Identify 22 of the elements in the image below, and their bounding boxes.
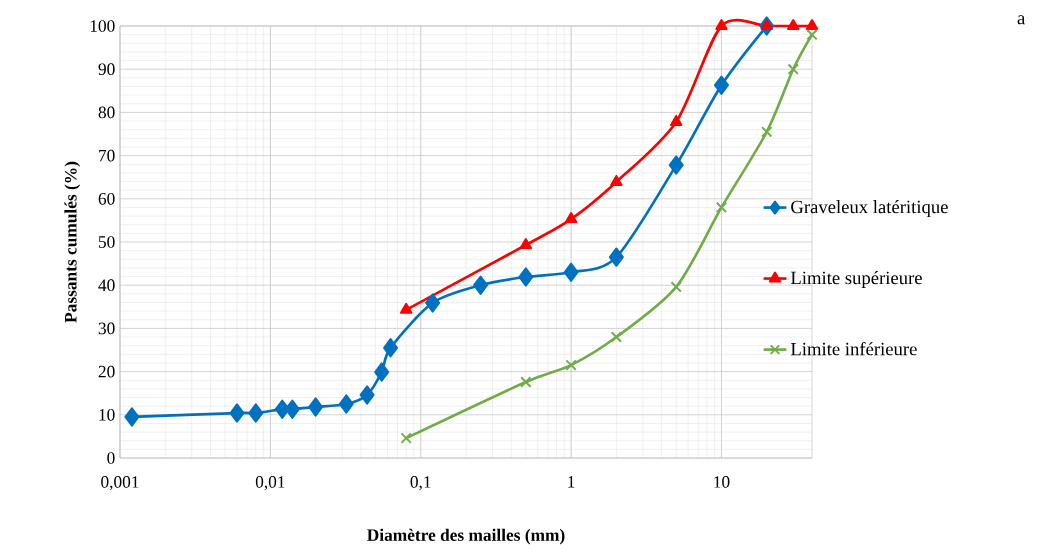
x-tick-label: 0,01 <box>255 476 285 491</box>
y-axis-title: Passants cumulés (%) <box>64 161 81 323</box>
y-tick-label: 50 <box>98 236 115 248</box>
x-tick-label: 0,001 <box>101 476 139 491</box>
y-tick-label: 60 <box>98 192 115 205</box>
x-tick-label: 1 <box>568 476 575 488</box>
y-tick-label: 80 <box>98 106 115 119</box>
y-tick-label: 10 <box>99 408 115 421</box>
y-tick-label: 100 <box>90 20 115 32</box>
text: a <box>1017 15 1026 25</box>
x-tick-label: 10 <box>714 476 730 488</box>
legend-label: Limite inférieure <box>790 342 917 356</box>
x-axis-title: Diamètre des mailles (mm) <box>367 528 565 545</box>
y-tick-label: 90 <box>98 63 115 76</box>
y-tick-label: 70 <box>99 149 115 162</box>
y-tick-label: 30 <box>98 322 115 335</box>
legend-label: Limite supérieure <box>790 271 922 289</box>
legend-label: Graveleux latéritique <box>791 200 948 218</box>
y-tick-label: 0 <box>107 452 115 464</box>
x-tick-label: 0,1 <box>410 476 431 491</box>
y-tick-label: 40 <box>98 279 115 292</box>
y-tick-label: 20 <box>98 365 115 378</box>
